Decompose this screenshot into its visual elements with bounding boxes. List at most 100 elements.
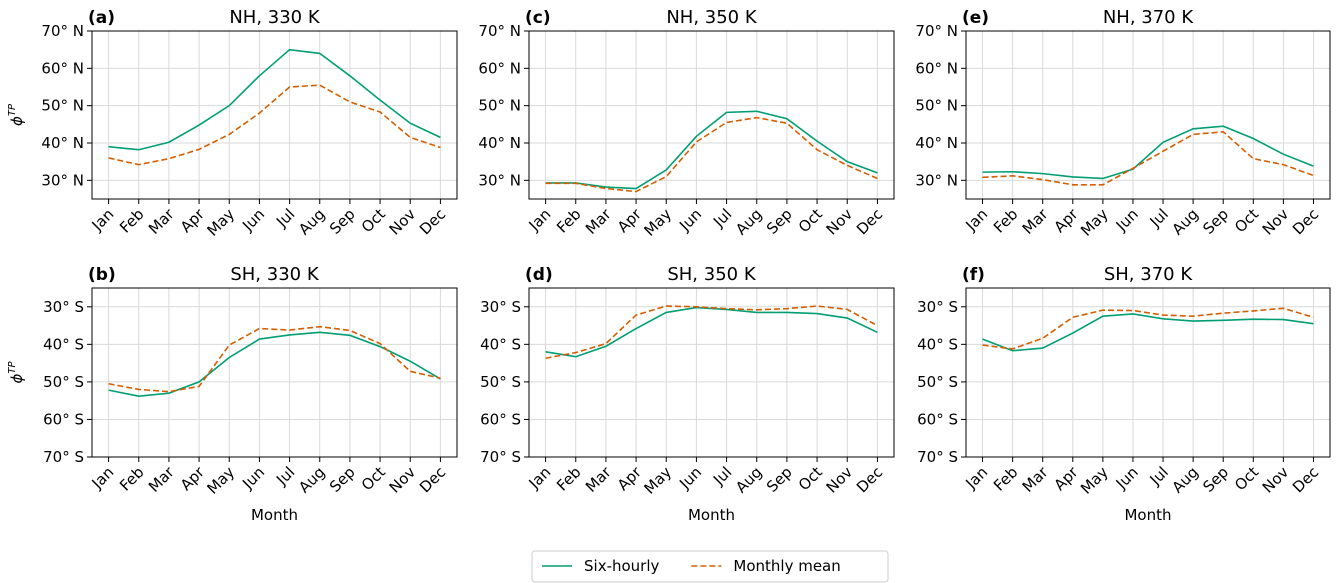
y-tick-label: 50° N bbox=[41, 97, 84, 115]
y-tick-label: 60° N bbox=[478, 59, 521, 77]
y-axis-label-superscript: TP bbox=[7, 361, 18, 374]
x-tick-label: Aug bbox=[295, 205, 328, 238]
series-line bbox=[982, 130, 1314, 186]
x-axis-label: Month bbox=[688, 506, 735, 524]
x-tick-label: Jun bbox=[675, 205, 705, 235]
series-line bbox=[545, 110, 878, 190]
x-tick-label: Jun bbox=[238, 205, 268, 235]
x-tick-label: Jan bbox=[962, 463, 992, 493]
x-tick-label: May bbox=[203, 463, 238, 498]
x-tick-label: Nov bbox=[823, 205, 857, 239]
y-tick-label: 60° S bbox=[917, 410, 958, 428]
y-tick-label: 40° N bbox=[41, 134, 84, 152]
y-tick-label: 40° S bbox=[480, 335, 521, 353]
x-tick-label: Aug bbox=[1169, 463, 1202, 496]
panel-title: NH, 370 K bbox=[1103, 7, 1195, 28]
x-tick-label: Sep bbox=[1199, 205, 1232, 238]
x-tick-label: Mar bbox=[1019, 463, 1052, 496]
panel-title: NH, 350 K bbox=[666, 7, 758, 28]
x-tick-label: Oct bbox=[358, 205, 389, 236]
series-line bbox=[108, 48, 441, 151]
x-tick-label: Sep bbox=[763, 463, 796, 496]
x-tick-label: May bbox=[203, 205, 238, 240]
y-tick-label: 30° N bbox=[478, 171, 521, 189]
x-tick-label: Nov bbox=[1259, 463, 1293, 497]
x-tick-label: Feb bbox=[990, 463, 1022, 495]
x-tick-label: Aug bbox=[1169, 205, 1202, 238]
legend-label: Monthly mean bbox=[733, 557, 840, 575]
x-tick-label: Jun bbox=[1112, 205, 1142, 235]
y-axis-label-symbol: ϕ bbox=[8, 374, 26, 384]
x-tick-label: Feb bbox=[116, 463, 148, 495]
x-axis-label: Month bbox=[251, 506, 298, 524]
y-tick-label: 70° S bbox=[43, 448, 84, 466]
series-line bbox=[108, 84, 441, 166]
x-tick-label: Nov bbox=[1259, 205, 1293, 239]
panel-title: SH, 330 K bbox=[230, 264, 319, 285]
y-tick-label: 50° N bbox=[915, 97, 958, 115]
axes-frame bbox=[965, 30, 1331, 200]
axes-frame bbox=[91, 287, 458, 458]
panel-title: NH, 330 K bbox=[229, 7, 321, 28]
x-tick-label: Jul bbox=[1146, 463, 1172, 489]
x-tick-label: Sep bbox=[326, 463, 359, 496]
series-line bbox=[545, 305, 878, 360]
x-tick-label: Dec bbox=[416, 463, 449, 496]
y-tick-label: 30° N bbox=[41, 171, 84, 189]
x-tick-label: Oct bbox=[795, 463, 826, 494]
x-tick-label: Sep bbox=[1199, 463, 1232, 496]
panel-title: SH, 370 K bbox=[1104, 264, 1193, 285]
y-tick-label: 60° S bbox=[480, 410, 521, 428]
panel-label: (c) bbox=[525, 8, 551, 28]
x-tick-label: Apr bbox=[1051, 205, 1083, 237]
x-tick-label: Jan bbox=[962, 205, 992, 235]
x-tick-label: Jun bbox=[675, 463, 705, 493]
x-tick-label: Aug bbox=[732, 463, 765, 496]
series-line bbox=[108, 325, 441, 393]
y-tick-label: 50° N bbox=[478, 97, 521, 115]
y-tick-label: 50° S bbox=[480, 373, 521, 391]
x-tick-label: Mar bbox=[582, 205, 615, 238]
panel-label: (e) bbox=[962, 8, 989, 28]
x-tick-label: Feb bbox=[553, 463, 585, 495]
panel-title: SH, 350 K bbox=[667, 264, 756, 285]
series-line bbox=[982, 313, 1314, 352]
x-tick-label: Aug bbox=[732, 205, 765, 238]
axes-frame bbox=[528, 30, 895, 200]
x-tick-label: Jun bbox=[238, 463, 268, 493]
x-tick-label: Dec bbox=[416, 205, 449, 238]
y-tick-label: 50° S bbox=[917, 373, 958, 391]
x-tick-label: Apr bbox=[614, 205, 646, 237]
panel-label: (f) bbox=[962, 265, 985, 285]
x-tick-label: Oct bbox=[1231, 463, 1262, 494]
x-tick-label: Dec bbox=[1289, 205, 1322, 238]
panel-label: (d) bbox=[525, 265, 553, 285]
x-tick-label: May bbox=[640, 205, 675, 240]
x-tick-label: May bbox=[640, 463, 675, 498]
axes-frame bbox=[965, 287, 1331, 458]
x-tick-label: Sep bbox=[763, 205, 796, 238]
x-tick-label: Nov bbox=[386, 463, 420, 497]
y-tick-label: 70° S bbox=[917, 448, 958, 466]
x-tick-label: Mar bbox=[145, 205, 178, 238]
y-tick-label: 60° S bbox=[43, 410, 84, 428]
y-tick-label: 70° S bbox=[480, 448, 521, 466]
x-tick-label: Nov bbox=[386, 205, 420, 239]
x-tick-label: Apr bbox=[177, 205, 209, 237]
series-line bbox=[108, 331, 441, 397]
x-tick-label: Nov bbox=[823, 463, 857, 497]
series-line bbox=[545, 116, 878, 193]
y-tick-label: 60° N bbox=[915, 59, 958, 77]
panel-label: (a) bbox=[88, 8, 115, 28]
x-tick-label: Oct bbox=[358, 463, 389, 494]
x-tick-label: Jan bbox=[525, 205, 555, 235]
x-tick-label: Feb bbox=[553, 205, 585, 237]
y-tick-label: 40° S bbox=[43, 335, 84, 353]
y-tick-label: 50° S bbox=[43, 373, 84, 391]
x-tick-label: Oct bbox=[795, 205, 826, 236]
